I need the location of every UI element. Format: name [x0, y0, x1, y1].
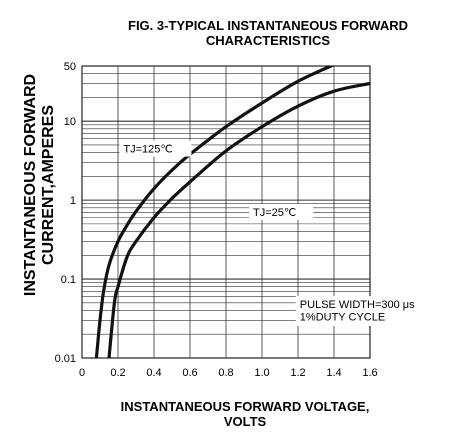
x-tick-label: 0.2 — [110, 367, 125, 379]
series-label-0: TJ=125℃ — [123, 144, 172, 156]
series-line-1 — [107, 81, 370, 358]
y-tick-label: 10 — [64, 116, 76, 128]
y-axis-title-line-2: CURRENT,AMPERES — [40, 105, 57, 265]
x-tick-label: 1.0 — [254, 367, 269, 379]
y-tick-labels: 0.01 0.1 1 10 50 — [55, 61, 76, 365]
series-labels: TJ=125℃ TJ=25℃ — [119, 140, 313, 220]
series-curves — [94, 66, 370, 358]
x-axis-title-line-2: VOLTS — [224, 414, 267, 429]
x-axis-title-line-1: INSTANTANEOUS FORWARD VOLTAGE, — [121, 399, 370, 414]
series-line-0 — [94, 66, 335, 358]
y-tick-label: 0.01 — [55, 353, 76, 365]
y-tick-label: 50 — [64, 61, 76, 73]
x-tick-label: 0.8 — [218, 367, 233, 379]
annotation-line-1: 1%DUTY CYCLE — [300, 311, 385, 323]
y-tick-label: 1 — [70, 195, 76, 207]
annotation-line-0: PULSE WIDTH=300 μs — [300, 299, 415, 311]
x-tick-label: 0.4 — [146, 367, 161, 379]
series-label-1: TJ=25℃ — [253, 207, 296, 219]
x-tick-label: 0.6 — [182, 367, 197, 379]
chart-title-line-2: CHARACTERISTICS — [206, 33, 331, 48]
x-tick-label: 1.4 — [326, 367, 341, 379]
annotation-bg — [295, 295, 434, 326]
y-tick-label: 0.1 — [61, 274, 76, 286]
chart-title-line-1: FIG. 3-TYPICAL INSTANTANEOUS FORWARD — [128, 18, 408, 33]
series-label-bg-0 — [119, 140, 192, 157]
x-tick-label: 1.6 — [362, 367, 377, 379]
y-axis-title: INSTANTANEOUS FORWARD CURRENT,AMPERES — [22, 74, 57, 296]
x-tick-labels: 0 0.2 0.4 0.6 0.8 1.0 1.2 1.4 1.6 — [79, 367, 378, 379]
series-label-bg-1 — [249, 203, 313, 220]
y-axis-title-line-1: INSTANTANEOUS FORWARD — [22, 74, 39, 296]
x-tick-label: 1.2 — [290, 367, 305, 379]
annotations: PULSE WIDTH=300 μs1%DUTY CYCLE — [295, 295, 434, 326]
x-tick-label: 0 — [79, 367, 85, 379]
